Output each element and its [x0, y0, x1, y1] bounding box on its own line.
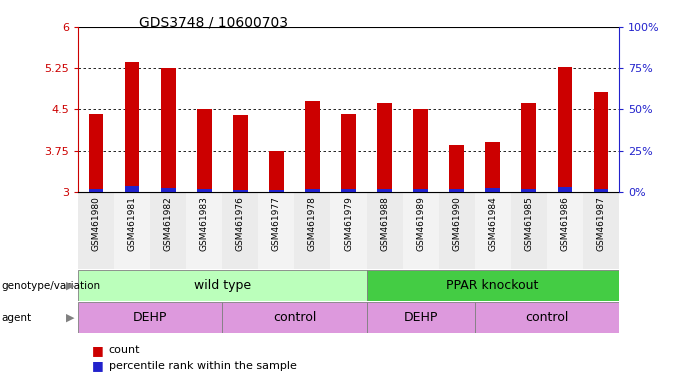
Bar: [511, 192, 547, 269]
Bar: [439, 192, 475, 269]
Bar: [547, 192, 583, 269]
Bar: [233, 115, 248, 192]
Bar: [558, 67, 572, 192]
Text: GSM461977: GSM461977: [272, 196, 281, 251]
Bar: [269, 190, 284, 192]
Bar: [161, 188, 175, 192]
Bar: [449, 145, 464, 192]
Bar: [594, 189, 608, 192]
Bar: [161, 68, 175, 192]
Bar: [583, 192, 619, 269]
Text: percentile rank within the sample: percentile rank within the sample: [109, 361, 296, 371]
Bar: [367, 270, 619, 301]
Bar: [341, 189, 356, 192]
Text: GSM461976: GSM461976: [236, 196, 245, 251]
Text: agent: agent: [1, 313, 31, 323]
Text: DEHP: DEHP: [403, 311, 438, 324]
Text: DEHP: DEHP: [133, 311, 167, 324]
Bar: [269, 151, 284, 192]
Text: GSM461989: GSM461989: [416, 196, 425, 251]
Bar: [125, 61, 139, 192]
Bar: [377, 103, 392, 192]
Text: GSM461978: GSM461978: [308, 196, 317, 251]
Bar: [197, 109, 211, 192]
Text: control: control: [273, 311, 316, 324]
Bar: [305, 101, 320, 192]
Text: GSM461987: GSM461987: [596, 196, 605, 251]
Bar: [367, 192, 403, 269]
Bar: [186, 192, 222, 269]
Text: genotype/variation: genotype/variation: [1, 281, 101, 291]
Bar: [449, 189, 464, 192]
Bar: [522, 189, 536, 192]
Text: GSM461980: GSM461980: [92, 196, 101, 251]
Text: control: control: [525, 311, 568, 324]
Bar: [233, 190, 248, 192]
Text: PPAR knockout: PPAR knockout: [447, 279, 539, 292]
Bar: [330, 192, 367, 269]
Bar: [305, 189, 320, 192]
Bar: [89, 114, 103, 192]
Bar: [294, 192, 330, 269]
Bar: [475, 302, 619, 333]
Bar: [125, 187, 139, 192]
Bar: [78, 270, 367, 301]
Text: ■: ■: [92, 344, 103, 357]
Text: GSM461981: GSM461981: [128, 196, 137, 251]
Text: GSM461988: GSM461988: [380, 196, 389, 251]
Bar: [594, 92, 608, 192]
Text: GSM461983: GSM461983: [200, 196, 209, 251]
Bar: [486, 142, 500, 192]
Bar: [258, 192, 294, 269]
Text: GSM461984: GSM461984: [488, 196, 497, 251]
Text: GSM461979: GSM461979: [344, 196, 353, 251]
Bar: [78, 302, 222, 333]
Text: ▶: ▶: [66, 313, 75, 323]
Text: GSM461990: GSM461990: [452, 196, 461, 251]
Bar: [475, 192, 511, 269]
Bar: [377, 189, 392, 192]
Bar: [197, 189, 211, 192]
Text: ▶: ▶: [66, 281, 75, 291]
Text: ■: ■: [92, 359, 103, 372]
Text: GSM461986: GSM461986: [560, 196, 569, 251]
Bar: [367, 302, 475, 333]
Bar: [341, 114, 356, 192]
Text: GSM461985: GSM461985: [524, 196, 533, 251]
Text: GDS3748 / 10600703: GDS3748 / 10600703: [139, 15, 288, 29]
Bar: [413, 189, 428, 192]
Bar: [413, 109, 428, 192]
Bar: [558, 187, 572, 192]
Bar: [150, 192, 186, 269]
Bar: [222, 302, 367, 333]
Bar: [89, 189, 103, 192]
Bar: [78, 192, 114, 269]
Text: wild type: wild type: [194, 279, 251, 292]
Text: count: count: [109, 345, 140, 355]
Bar: [403, 192, 439, 269]
Text: GSM461982: GSM461982: [164, 196, 173, 251]
Bar: [114, 192, 150, 269]
Bar: [522, 103, 536, 192]
Bar: [486, 188, 500, 192]
Bar: [222, 192, 258, 269]
